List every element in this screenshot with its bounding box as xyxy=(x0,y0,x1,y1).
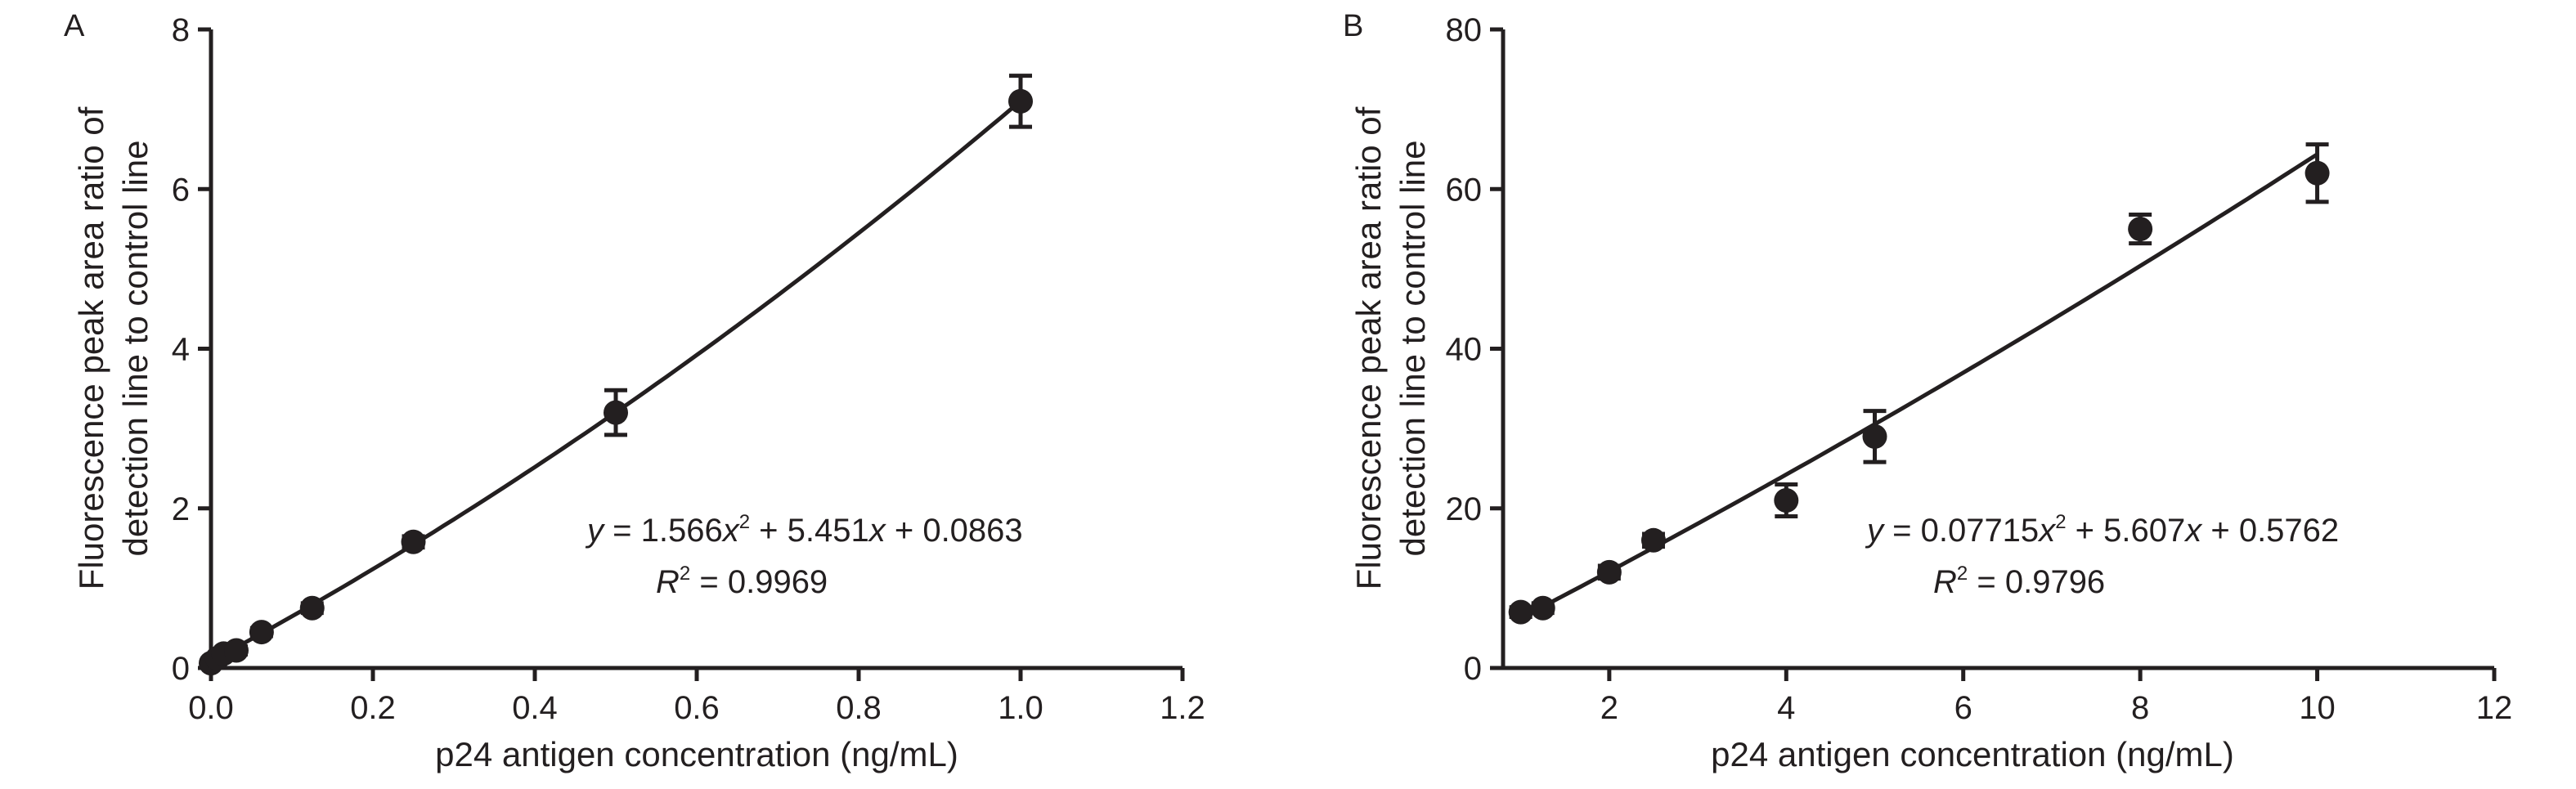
panel-a-x-tick-label: 0.2 xyxy=(350,690,396,726)
panel-b-x-tick-label: 12 xyxy=(2476,690,2513,726)
panel-b-point-marker xyxy=(1530,595,1555,621)
panel-b-y-axis-label-line2: detection line to control line xyxy=(1393,141,1432,557)
panel-a-y-tick-label: 8 xyxy=(172,12,190,48)
panel-a-y-tick-label: 6 xyxy=(172,172,190,208)
panel-a-point-marker xyxy=(299,595,325,621)
panel-a-data-point xyxy=(401,529,426,554)
panel-b-y-tick-label: 20 xyxy=(1446,491,1483,527)
panel-b-y-tick-label: 60 xyxy=(1446,172,1483,208)
panel-b-point-marker xyxy=(1774,487,1799,513)
panel-a-x-tick-label: 0.4 xyxy=(512,690,558,726)
panel-a-x-tick-label: 1.0 xyxy=(998,690,1043,726)
panel-b-point-marker xyxy=(1596,559,1622,585)
panel-b-point-marker xyxy=(2128,217,2153,242)
panel-a-y-tick-label: 2 xyxy=(172,491,190,527)
panel-b-data-point xyxy=(1508,599,1533,625)
panel-b-r-squared: R2 = 0.9796 xyxy=(1933,563,2105,600)
panel-a-x-tick-label: 1.2 xyxy=(1160,690,1205,726)
panel-b-label: B xyxy=(1343,9,1363,43)
panel-a-r-squared: R2 = 0.9969 xyxy=(656,563,828,600)
panel-a-point-marker xyxy=(249,620,274,645)
panel-b-x-tick-label: 4 xyxy=(1777,690,1795,726)
panel-a-y-ticks: 0 2 4 6 8 xyxy=(172,12,211,687)
panel-a-x-ticks: 0.0 0.2 0.4 0.6 0.8 1.0 1.2 xyxy=(188,668,1205,726)
panel-a-x-tick-label: 0.8 xyxy=(836,690,882,726)
panel-a-y-axis-label-line1: Fluorescence peak area ratio of xyxy=(72,106,110,590)
panel-a-point-marker xyxy=(1008,88,1033,114)
panel-b-point-marker xyxy=(1508,599,1533,625)
panel-b-x-tick-label: 6 xyxy=(1954,690,1972,726)
panel-a-x-axis-label: p24 antigen concentration (ng/mL) xyxy=(435,735,958,773)
panel-a-fit-curve xyxy=(209,99,1022,663)
panel-b-y-tick-label: 40 xyxy=(1446,332,1483,368)
panel-a-data-point xyxy=(223,638,249,663)
panel-a-y-tick-label: 0 xyxy=(172,651,190,687)
panel-b-y-ticks: 0 20 40 60 80 xyxy=(1446,12,1503,687)
panel-a-data-point xyxy=(1008,74,1033,129)
panel-a-point-marker xyxy=(604,400,628,425)
panel-b-data-point xyxy=(2128,212,2153,246)
panel-a-label: A xyxy=(64,9,85,43)
panel-a-data-point xyxy=(604,388,628,437)
panel-b-x-tick-label: 10 xyxy=(2299,690,2336,726)
panel-a: A 0 2 4 6 8 0.0 0.2 0.4 0.6 0.8 1.0 1.2 p24 antige… xyxy=(64,9,1205,773)
panel-b: B 0 20 40 60 80 2 4 6 8 10 12 p24 antigen concent… xyxy=(1343,9,2512,773)
panel-a-data-points xyxy=(199,74,1033,676)
panel-a-fit-equation: y = 1.566x2 + 5.451x + 0.0863 xyxy=(585,511,1023,549)
panel-b-x-tick-label: 8 xyxy=(2131,690,2149,726)
panel-b-point-marker xyxy=(1862,424,1887,449)
panel-a-y-tick-label: 4 xyxy=(172,332,190,368)
panel-a-y-axis-label-line2: detection line to control line xyxy=(116,141,155,557)
panel-b-data-point xyxy=(1530,595,1555,621)
panel-a-point-marker xyxy=(401,529,426,554)
panel-b-x-tick-label: 2 xyxy=(1600,690,1618,726)
panel-b-data-points xyxy=(1508,142,2330,625)
panel-b-data-point xyxy=(1774,482,1799,519)
panel-a-data-point xyxy=(299,595,325,621)
panel-b-data-point xyxy=(1640,527,1666,553)
panel-b-x-axis-label: p24 antigen concentration (ng/mL) xyxy=(1711,735,2234,773)
panel-b-data-point xyxy=(2304,142,2330,204)
panel-a-x-tick-label: 0.0 xyxy=(188,690,234,726)
panel-b-point-marker xyxy=(2304,160,2330,186)
panel-a-data-point xyxy=(249,620,274,645)
panel-a-x-tick-label: 0.6 xyxy=(674,690,720,726)
panel-b-y-tick-label: 80 xyxy=(1446,12,1483,48)
panel-b-y-axis-label-line1: Fluorescence peak area ratio of xyxy=(1349,106,1388,590)
panel-a-point-marker xyxy=(223,638,249,663)
panel-b-x-ticks: 2 4 6 8 10 12 xyxy=(1600,668,2513,726)
panel-b-data-point xyxy=(1596,559,1622,585)
panel-b-y-tick-label: 0 xyxy=(1464,651,1482,687)
panel-b-fit-equation: y = 0.07715x2 + 5.607x + 0.5762 xyxy=(1865,511,2339,549)
panel-b-data-point xyxy=(1862,409,1887,464)
panel-b-point-marker xyxy=(1640,527,1666,553)
